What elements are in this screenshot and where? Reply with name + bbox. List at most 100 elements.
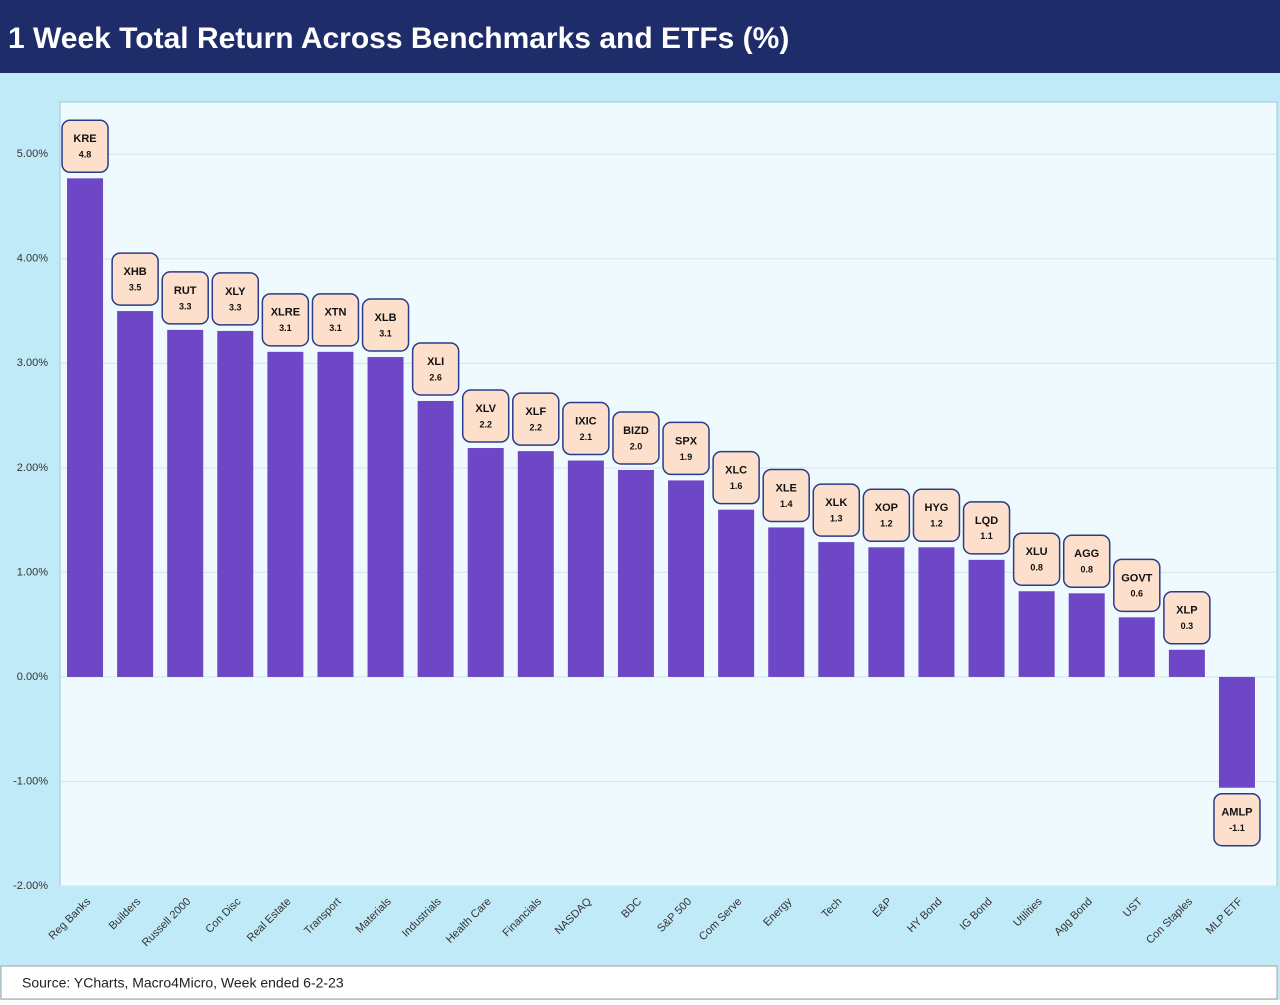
ticker-label: XLRE [271,307,300,319]
ticker-label: SPX [675,435,698,447]
data-label: 3.3 [179,301,192,311]
data-label: 2.0 [630,441,643,451]
y-tick-label: -2.00% [13,880,48,892]
label-box [261,293,310,347]
label-box [461,389,510,443]
ticker-label: HYG [925,502,949,514]
ticker-label: XTN [324,307,346,319]
data-label: 1.6 [730,481,743,491]
label-box [662,421,710,476]
ticker-label: XOP [875,502,898,514]
ticker-label: XLK [825,497,847,509]
ticker-label: BIZD [623,425,649,437]
ticker-label: XLY [225,286,246,298]
y-tick-label: 0.00% [17,671,48,683]
ticker-label: XLC [725,465,747,477]
bar [67,178,104,677]
bar [467,448,504,677]
ticker-label: XLI [427,356,444,368]
footer [0,965,1278,1000]
label-box [962,501,1011,555]
ticker-label: XLB [375,312,397,324]
data-label: 1.9 [680,452,693,462]
chart-title: 1 Week Total Return Across Benchmarks an… [8,22,789,55]
data-label: 3.1 [279,323,292,333]
bar [868,547,905,677]
data-label: 3.1 [329,323,342,333]
label-box [111,252,159,306]
data-label: 2.2 [479,419,492,429]
label-box [361,298,410,352]
data-label: 4.8 [79,150,92,160]
ticker-label: XLP [1176,605,1197,617]
bar [718,509,755,677]
title-bar [0,0,1280,73]
label-box [712,450,760,505]
bar [818,542,855,677]
ticker-label: XLE [776,482,797,494]
label-box [912,488,961,543]
data-label: -1.1 [1229,823,1245,833]
bar [367,357,404,677]
label-box [1213,792,1261,847]
bar [317,351,354,677]
label-box [311,293,360,347]
ticker-label: XLF [525,406,546,418]
label-box [862,488,911,543]
y-tick-label: -1.00% [13,775,48,787]
y-tick-label: 4.00% [17,253,48,265]
data-label: 3.3 [229,302,242,312]
ticker-label: LQD [975,515,998,527]
label-box [1113,558,1161,613]
bar [1118,617,1155,677]
bar [768,527,805,677]
data-label: 1.2 [880,519,893,529]
bar [167,329,204,677]
data-label: 2.1 [580,432,593,442]
y-tick-label: 3.00% [17,357,48,369]
data-label: 0.3 [1181,621,1194,631]
label-box [812,483,861,537]
bar [417,400,454,677]
label-box [211,272,260,326]
ticker-label: GOVT [1121,572,1152,584]
ticker-label: AGG [1074,548,1099,560]
data-label: 2.6 [429,372,442,382]
ticker-label: XLU [1026,546,1048,558]
bar [267,351,304,677]
data-label: 1.2 [930,519,943,529]
label-box [1163,591,1211,645]
bar [1168,649,1205,677]
data-label: 1.1 [980,531,993,541]
bar [1018,591,1055,677]
bar [918,547,955,677]
bar [968,559,1005,677]
bar [567,460,604,677]
data-label: 3.5 [129,282,142,292]
label-box [512,392,560,446]
data-label: 0.8 [1030,563,1043,573]
ticker-label: XHB [124,266,147,278]
bar [117,311,154,677]
label-box [1012,532,1061,586]
data-label: 0.8 [1080,565,1093,575]
label-box [612,411,660,465]
ticker-label: RUT [174,285,197,297]
label-box [161,271,209,325]
label-box [762,468,810,523]
ticker-label: XLV [475,403,496,415]
label-box [1062,534,1111,589]
data-label: 2.2 [530,423,543,433]
data-label: 1.3 [830,513,843,523]
ticker-label: AMLP [1221,807,1252,819]
source: Source: YCharts, Macro4Micro, Week ended… [22,975,344,991]
data-label: 1.4 [780,499,793,509]
bar [617,469,654,677]
ticker-label: IXIC [575,415,596,427]
ticker-label: KRE [73,133,96,145]
label-box [61,119,109,174]
label-box [562,401,610,456]
bar [668,480,705,677]
